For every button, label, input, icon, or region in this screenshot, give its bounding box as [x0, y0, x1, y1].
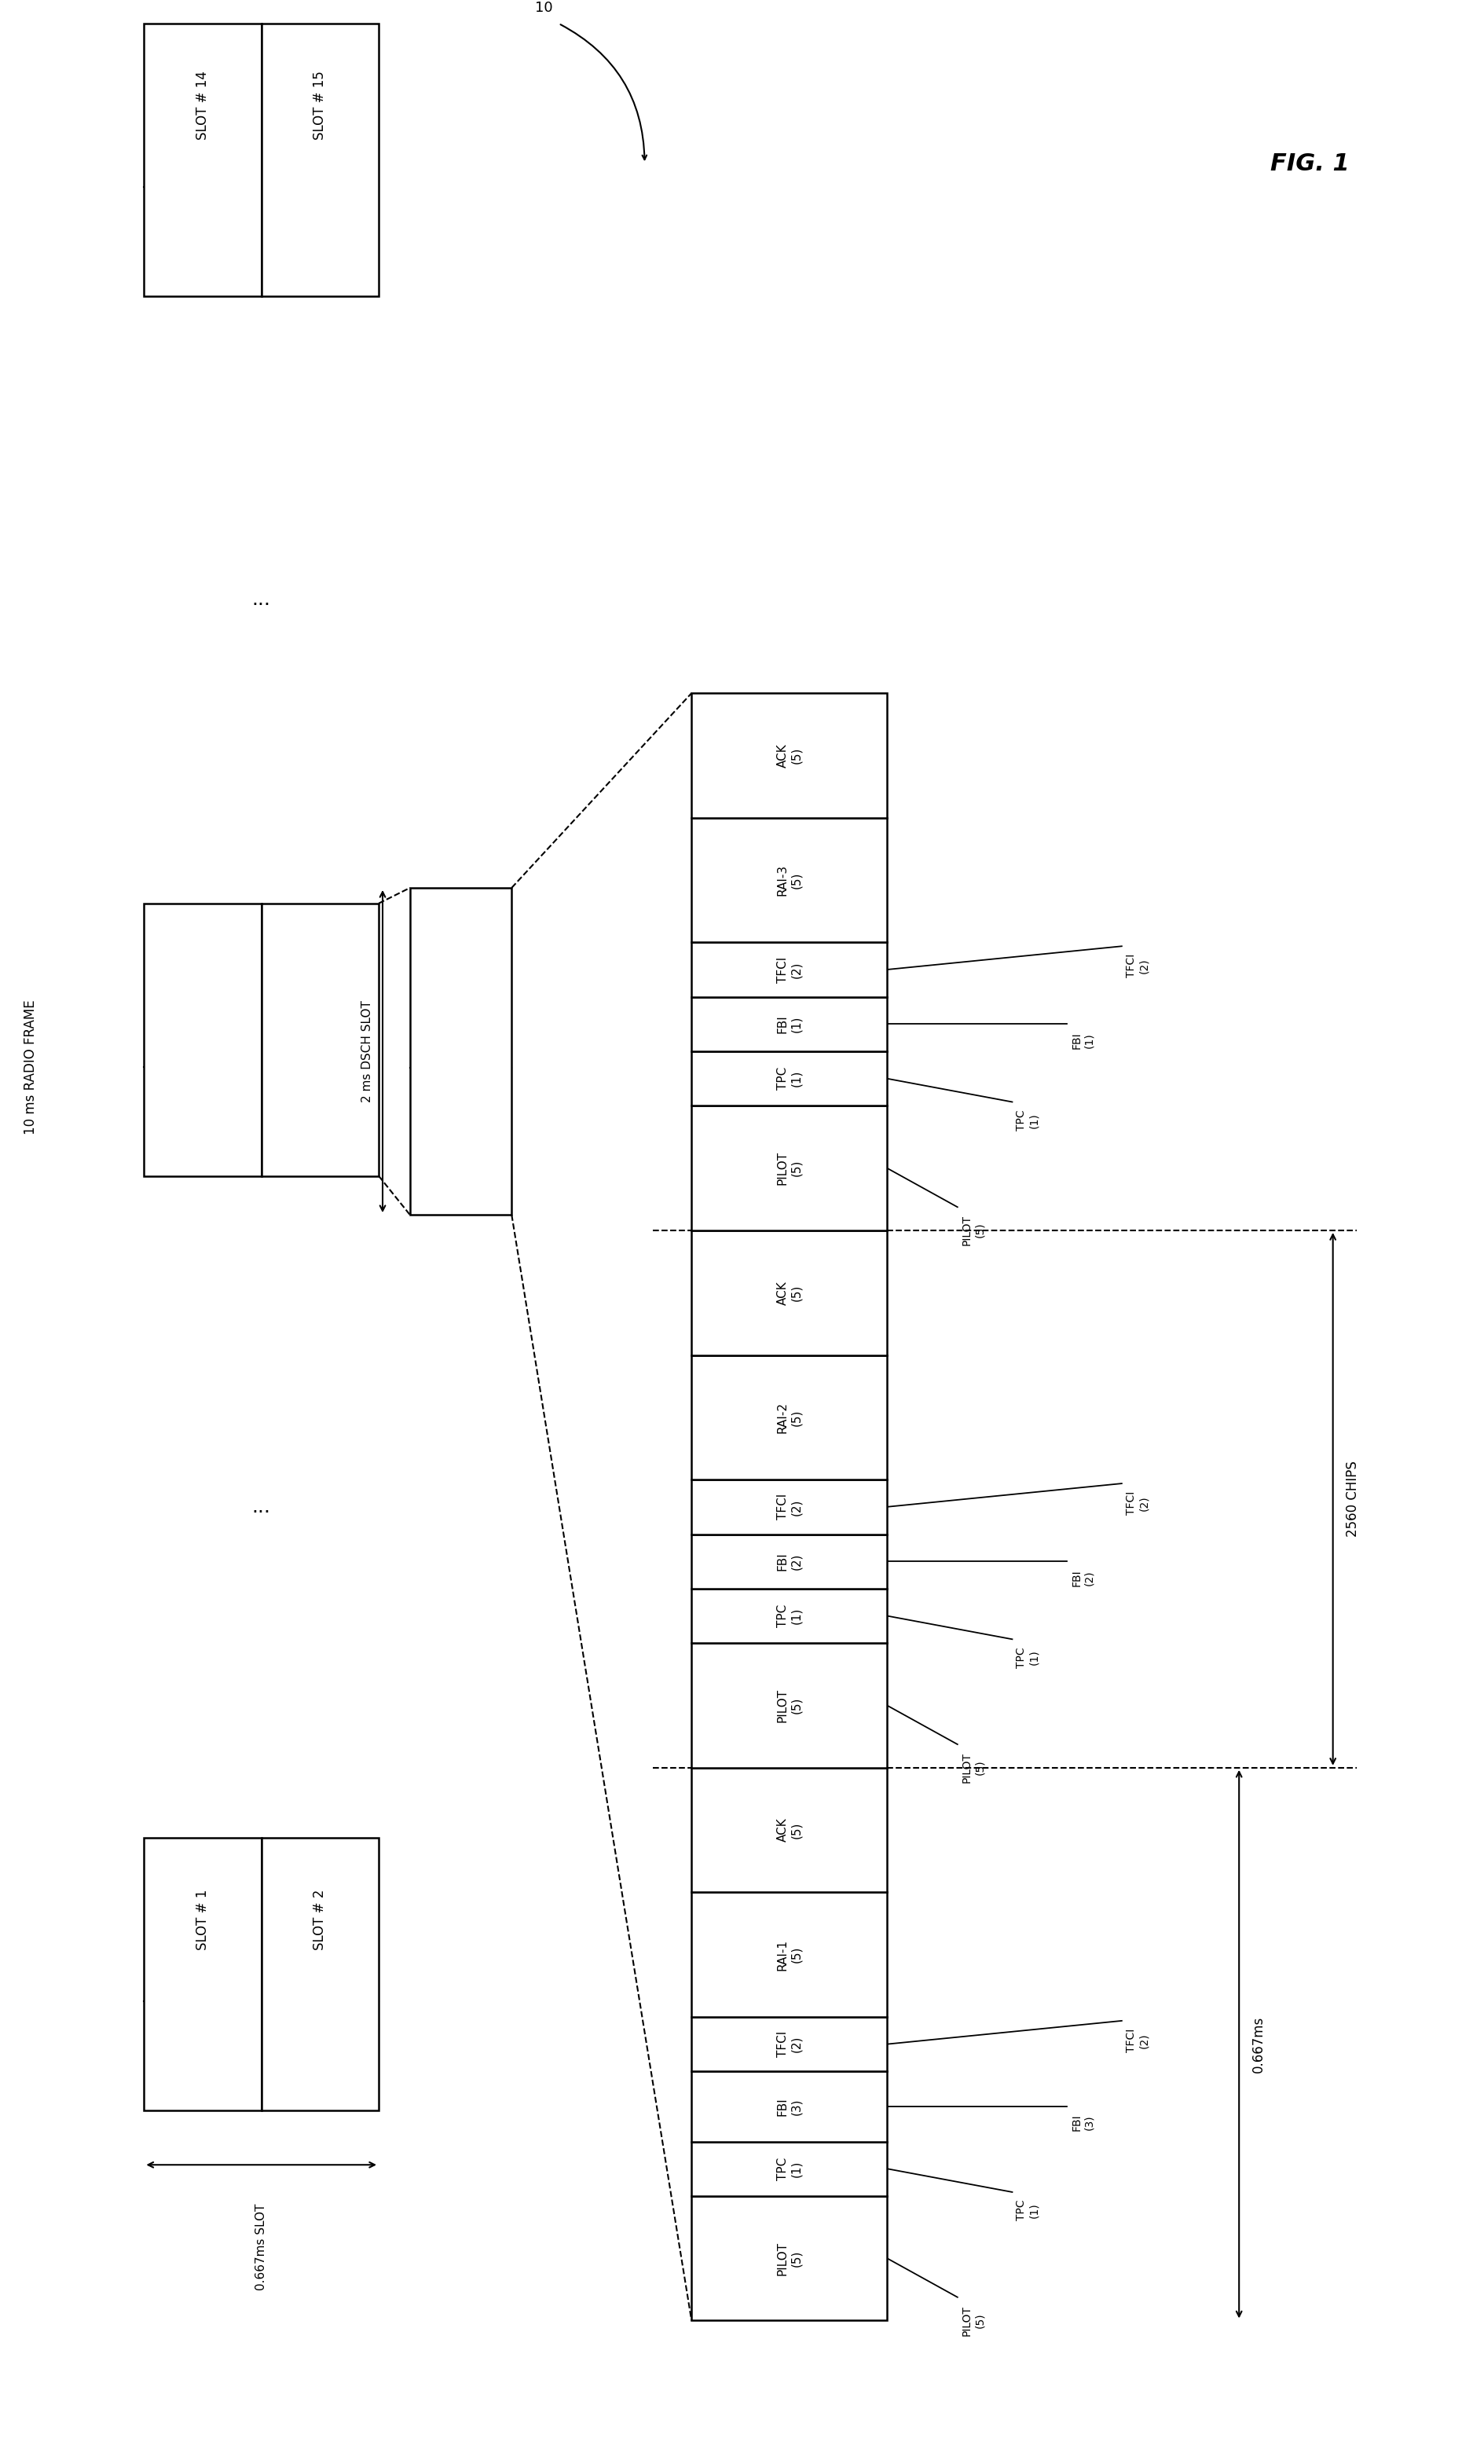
Bar [692, 1892, 886, 2018]
Text: RAI-3
(5): RAI-3 (5) [776, 865, 801, 897]
Text: PILOT
(5): PILOT (5) [776, 2242, 801, 2274]
Bar [261, 25, 378, 296]
Text: PILOT
(5): PILOT (5) [960, 1215, 984, 1244]
Bar [692, 692, 886, 818]
Bar [692, 1230, 886, 1355]
Text: ...: ... [252, 1498, 270, 1515]
Text: FBI
(3): FBI (3) [776, 2097, 801, 2117]
Text: PILOT
(5): PILOT (5) [776, 1151, 801, 1185]
Text: TFCI
(2): TFCI (2) [776, 956, 801, 983]
Text: TPC
(1): TPC (1) [1015, 2200, 1039, 2220]
Text: SLOT # 2: SLOT # 2 [313, 1890, 326, 1949]
Text: TFCI
(2): TFCI (2) [1125, 1491, 1149, 1515]
Bar [692, 2072, 886, 2141]
Text: TPC
(1): TPC (1) [776, 2158, 801, 2181]
Text: TPC
(1): TPC (1) [776, 1604, 801, 1626]
Bar [261, 1838, 378, 2109]
Text: 0.667ms: 0.667ms [1251, 2016, 1264, 2072]
Text: SLOT # 1: SLOT # 1 [196, 1890, 209, 1949]
Bar [692, 1589, 886, 1643]
Bar [692, 998, 886, 1052]
Text: RAI-2
(5): RAI-2 (5) [776, 1402, 801, 1434]
Text: TPC
(1): TPC (1) [1015, 1109, 1039, 1131]
Text: ACK
(5): ACK (5) [776, 744, 801, 766]
Text: TFCI
(2): TFCI (2) [1125, 954, 1149, 978]
Bar [692, 1767, 886, 1892]
Text: 2560 CHIPS: 2560 CHIPS [1345, 1461, 1359, 1538]
Text: 2 ms DSCH SLOT: 2 ms DSCH SLOT [361, 1000, 372, 1101]
Text: ACK
(5): ACK (5) [776, 1281, 801, 1306]
Bar [692, 2018, 886, 2072]
Bar [144, 25, 261, 296]
Text: FBI
(1): FBI (1) [776, 1015, 801, 1032]
Text: ...: ... [252, 591, 270, 609]
Text: RAI-1
(5): RAI-1 (5) [776, 1939, 801, 1971]
Text: FBI
(3): FBI (3) [1070, 2114, 1094, 2131]
Text: FBI
(2): FBI (2) [1070, 1570, 1094, 1587]
Text: PILOT
(5): PILOT (5) [776, 1688, 801, 1722]
Bar [144, 904, 261, 1175]
Text: SLOT # 15: SLOT # 15 [313, 71, 326, 140]
Bar [692, 2195, 886, 2321]
Bar [261, 904, 378, 1175]
Text: ACK
(5): ACK (5) [776, 1818, 801, 1843]
Text: TPC
(1): TPC (1) [776, 1067, 801, 1089]
Bar [692, 1643, 886, 1767]
Bar [410, 887, 512, 1215]
Text: 0.667ms SLOT: 0.667ms SLOT [255, 2203, 267, 2292]
Bar [692, 1535, 886, 1589]
Text: TPC
(1): TPC (1) [1015, 1646, 1039, 1668]
Bar [692, 818, 886, 941]
Text: TFCI
(2): TFCI (2) [776, 1493, 801, 1520]
Bar [692, 1106, 886, 1230]
Bar [692, 2141, 886, 2195]
Text: 10 ms RADIO FRAME: 10 ms RADIO FRAME [24, 1000, 37, 1133]
Bar [692, 1052, 886, 1106]
Bar [692, 1478, 886, 1535]
Bar [692, 941, 886, 998]
Bar [144, 1838, 261, 2109]
Text: SLOT # 14: SLOT # 14 [196, 71, 209, 140]
Text: TFCI
(2): TFCI (2) [776, 2030, 801, 2057]
Text: PILOT
(5): PILOT (5) [960, 2304, 984, 2336]
Bar [692, 1355, 886, 1478]
Text: PILOT
(5): PILOT (5) [960, 1752, 984, 1784]
Text: 10: 10 [534, 0, 552, 15]
Text: TFCI
(2): TFCI (2) [1125, 2028, 1149, 2053]
Text: FBI
(1): FBI (1) [1070, 1032, 1094, 1050]
Text: FBI
(2): FBI (2) [776, 1552, 801, 1570]
Text: FIG. 1: FIG. 1 [1270, 153, 1349, 175]
